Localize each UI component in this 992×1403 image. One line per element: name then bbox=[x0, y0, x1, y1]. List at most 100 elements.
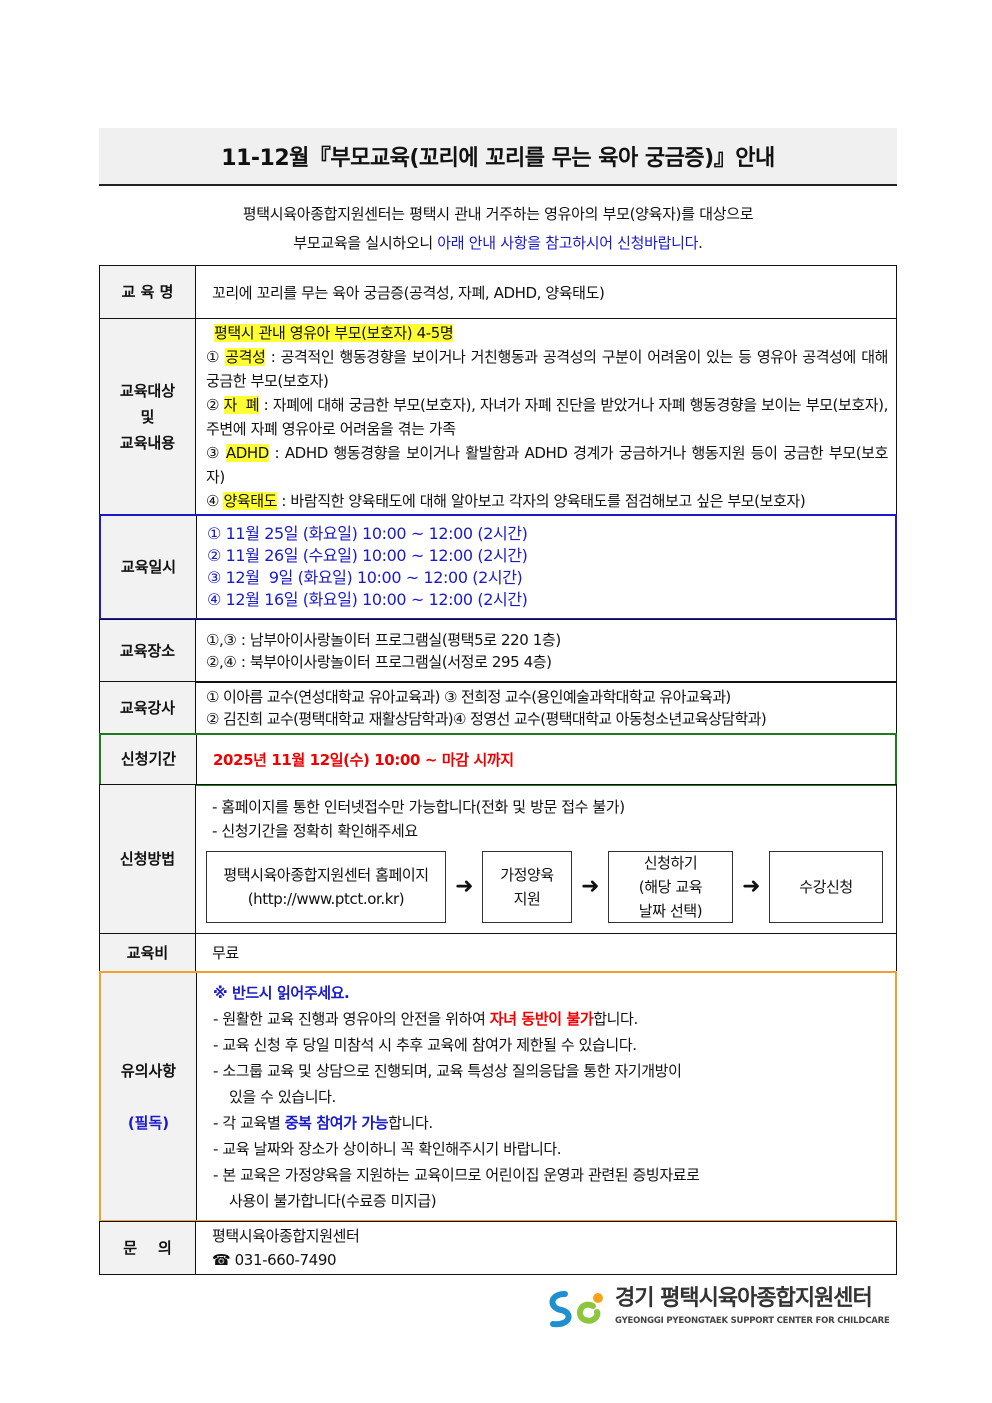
label-fee: 교육비 bbox=[100, 933, 196, 972]
label-target-1: 교육대상 bbox=[119, 381, 176, 400]
target-item: ③ ADHD : ADHD 행동경향을 보이거나 활발함과 ADHD 경계가 궁… bbox=[206, 441, 888, 489]
note-item: - 본 교육은 가정양육을 지원하는 교육이므로 어린이집 운영과 관련된 증빙… bbox=[213, 1165, 700, 1184]
note-item-cont: 사용이 불가합니다(수료증 미지급) bbox=[229, 1191, 437, 1210]
value-notes: ※ 반드시 읽어주세요. - 원활한 교육 진행과 영유아의 안전을 위하여 자… bbox=[197, 973, 895, 1220]
arrow-right-icon: ➜ bbox=[454, 874, 474, 899]
target-item: ④ 양육태도 : 바람직한 양육태도에 대해 알아보고 각자의 양육태도를 점검… bbox=[206, 489, 888, 513]
method-note: - 홈페이지를 통한 인터넷접수만 가능합니다(전화 및 방문 접수 불가) bbox=[212, 798, 625, 816]
notes-heading: ※ 반드시 읽어주세요. bbox=[213, 983, 350, 1002]
step-text: 신청하기 bbox=[643, 854, 698, 872]
info-table: 교 육 명 꼬리에 꼬리를 무는 육아 궁금증(공격성, 자폐, ADHD, 양… bbox=[99, 265, 897, 1336]
value-lecturer: ① 이아름 교수(연성대학교 유아교육과) ③ 전희정 교수(용인예술과학대학교… bbox=[196, 682, 896, 733]
method-steps: 평택시육아종합지원센터 홈페이지 (http://www.ptct.or.kr) … bbox=[206, 851, 888, 923]
step-text: (해당 교육 bbox=[638, 878, 703, 896]
item-tag: 양육태도 bbox=[223, 491, 278, 510]
item-text: : ADHD 행동경향을 보이거나 활발함과 ADHD 경계가 궁금하거나 행동… bbox=[206, 443, 888, 486]
page-title: 11-12월『부모교육(꼬리에 꼬리를 무는 육아 궁금증)』안내 bbox=[99, 128, 897, 186]
place-item: ②,④ : 북부아이사랑놀이터 프로그램실(서정로 295 4층) bbox=[206, 652, 552, 671]
row-notes: 유의사항 (필독) ※ 반드시 읽어주세요. - 원활한 교육 진행과 영유아의 … bbox=[99, 971, 897, 1222]
homepage-link[interactable]: (http://www.ptct.or.kr) bbox=[247, 890, 405, 908]
lecturer-item: ① 이아름 교수(연성대학교 유아교육과) ③ 전희정 교수(용인예술과학대학교… bbox=[206, 687, 731, 706]
value-period: 2025년 11월 12일(수) 10:00 ~ 마감 시까지 bbox=[213, 750, 514, 769]
place-item: ①,③ : 남부아이사랑놀이터 프로그램실(평택5로 220 1층) bbox=[206, 630, 561, 649]
item-text: : 공격적인 행동경향을 보이거나 거친행동과 공격성의 구분이 어려움이 있는… bbox=[206, 347, 888, 390]
item-tag: ADHD bbox=[225, 443, 269, 462]
label-contact: 문 의 bbox=[100, 1221, 196, 1274]
item-num: ③ bbox=[206, 443, 221, 462]
label-target-2: 및 bbox=[140, 407, 155, 426]
method-note: - 신청기간을 정확히 확인해주세요 bbox=[212, 822, 418, 840]
logo-text-kr: 경기 평택시육아종합지원센터 bbox=[615, 1285, 873, 1311]
lecturer-item: ② 김진희 교수(평택대학교 재활상담학과)④ 정영선 교수(평택대학교 아동청… bbox=[206, 709, 767, 728]
label-dates: 교육일시 bbox=[101, 516, 197, 618]
value-dates: ① 11월 25일 (화요일) 10:00 ~ 12:00 (2시간) ② 11… bbox=[197, 516, 895, 618]
note-item: - 소그룹 교육 및 상담으로 진행되며, 교육 특성상 질의응답을 통한 자기… bbox=[213, 1061, 682, 1080]
intro-emphasis: 아래 안내 사항을 참고하시어 신청바랍니다 bbox=[437, 234, 699, 252]
target-item: ① 공격성 : 공격적인 행동경향을 보이거나 거친행동과 공격성의 구분이 어… bbox=[206, 345, 888, 393]
step-enroll: 수강신청 bbox=[769, 851, 883, 923]
item-num: ① bbox=[206, 347, 220, 366]
row-contact: 문 의 평택시육아종합지원센터 ☎ 031-660-7490 bbox=[99, 1220, 897, 1275]
intro-text-plain: 부모교육을 실시하오니 bbox=[293, 234, 438, 252]
note-item: - 교육 신청 후 당일 미참석 시 추후 교육에 참여가 제한될 수 있습니다… bbox=[213, 1035, 637, 1054]
step-text: 평택시육아종합지원센터 홈페이지 bbox=[223, 866, 429, 884]
label-place: 교육장소 bbox=[100, 619, 196, 682]
note-text: - 각 교육별 bbox=[213, 1113, 285, 1132]
contact-phone: ☎ 031-660-7490 bbox=[212, 1250, 337, 1269]
value-name: 꼬리에 꼬리를 무는 육아 궁금증(공격성, 자폐, ADHD, 양육태도) bbox=[212, 283, 605, 302]
center-logo: 경기 평택시육아종합지원센터 GYEONGGI PYEONGTAEK SUPPO… bbox=[545, 1286, 897, 1336]
item-num: ② bbox=[206, 395, 220, 414]
step-homepage: 평택시육아종합지원센터 홈페이지 (http://www.ptct.or.kr) bbox=[206, 851, 446, 923]
intro-text: 평택시육아종합지원센터는 평택시 관내 거주하는 영유아의 부모(양육자)를 대… bbox=[99, 200, 897, 258]
value-contact: 평택시육아종합지원센터 ☎ 031-660-7490 bbox=[196, 1222, 896, 1274]
note-item: - 원활한 교육 진행과 영유아의 안전을 위하여 자녀 동반이 불가합니다. bbox=[213, 1006, 887, 1032]
intro-period: . bbox=[698, 234, 703, 252]
logo-text-en: GYEONGGI PYEONGTAEK SUPPORT CENTER FOR C… bbox=[615, 1315, 890, 1326]
intro-line-1: 평택시육아종합지원센터는 평택시 관내 거주하는 영유아의 부모(양육자)를 대… bbox=[242, 205, 754, 223]
label-notes-main: 유의사항 bbox=[120, 1061, 177, 1080]
date-item: ① 11월 25일 (화요일) 10:00 ~ 12:00 (2시간) bbox=[207, 524, 528, 543]
item-tag: 자 폐 bbox=[223, 395, 260, 414]
value-fee: 무료 bbox=[212, 944, 239, 962]
target-headline: 평택시 관내 영유아 부모(보호자) 4-5명 bbox=[214, 323, 454, 342]
row-method: 신청방법 - 홈페이지를 통한 인터넷접수만 가능합니다(전화 및 방문 접수 … bbox=[99, 784, 897, 934]
item-text: : 바람직한 양육태도에 대해 알아보고 각자의 양육태도를 점검해보고 싶은 … bbox=[277, 491, 806, 510]
label-target-3: 교육내용 bbox=[119, 433, 176, 452]
label-lecturer: 교육강사 bbox=[100, 682, 196, 733]
row-period: 신청기간 2025년 11월 12일(수) 10:00 ~ 마감 시까지 bbox=[99, 732, 897, 786]
row-name: 교 육 명 꼬리에 꼬리를 무는 육아 궁금증(공격성, 자폐, ADHD, 양… bbox=[99, 265, 897, 319]
item-text: : 자폐에 대해 궁금한 부모(보호자), 자녀가 자폐 진단을 받았거나 자폐… bbox=[206, 395, 888, 438]
note-item-cont: 있을 수 있습니다. bbox=[229, 1087, 336, 1106]
intro-line-2: 부모교육을 실시하오니 아래 안내 사항을 참고하시어 신청바랍니다. bbox=[99, 229, 897, 258]
note-item: - 각 교육별 중복 참여가 가능합니다. bbox=[213, 1110, 887, 1136]
label-notes: 유의사항 (필독) bbox=[101, 973, 197, 1220]
target-item: ② 자 폐 : 자폐에 대해 궁금한 부모(보호자), 자녀가 자폐 진단을 받… bbox=[206, 393, 888, 441]
label-name: 교 육 명 bbox=[100, 266, 196, 318]
label-method: 신청방법 bbox=[100, 785, 196, 933]
item-tag: 공격성 bbox=[225, 347, 266, 366]
arrow-right-icon: ➜ bbox=[580, 874, 600, 899]
label-period: 신청기간 bbox=[101, 734, 197, 784]
step-text: 지원 bbox=[513, 890, 541, 908]
note-emphasis: 중복 참여가 가능 bbox=[284, 1113, 389, 1132]
note-item: - 교육 날짜와 장소가 상이하니 꼭 확인해주시기 바랍니다. bbox=[213, 1139, 562, 1158]
value-method: - 홈페이지를 통한 인터넷접수만 가능합니다(전화 및 방문 접수 불가) -… bbox=[196, 785, 896, 933]
arrow-right-icon: ➜ bbox=[741, 874, 761, 899]
value-place: ①,③ : 남부아이사랑놀이터 프로그램실(평택5로 220 1층) ②,④ :… bbox=[196, 620, 896, 682]
note-text: - 원활한 교육 진행과 영유아의 안전을 위하여 bbox=[213, 1009, 490, 1028]
row-fee: 교육비 무료 bbox=[99, 932, 897, 973]
value-target: 평택시 관내 영유아 부모(보호자) 4-5명 ① 공격성 : 공격적인 행동경… bbox=[196, 319, 896, 515]
step-apply: 신청하기 (해당 교육 날짜 선택) bbox=[608, 851, 733, 923]
row-place: 교육장소 ①,③ : 남부아이사랑놀이터 프로그램실(평택5로 220 1층) … bbox=[99, 618, 897, 683]
contact-org: 평택시육아종합지원센터 bbox=[212, 1226, 360, 1245]
item-num: ④ bbox=[206, 491, 220, 510]
label-notes-required: (필독) bbox=[127, 1113, 170, 1132]
date-item: ③ 12월 9일 (화요일) 10:00 ~ 12:00 (2시간) bbox=[207, 568, 523, 587]
date-item: ④ 12월 16일 (화요일) 10:00 ~ 12:00 (2시간) bbox=[207, 590, 528, 609]
step-text: 가정양육 bbox=[500, 866, 554, 884]
note-text: 합니다. bbox=[593, 1009, 638, 1028]
